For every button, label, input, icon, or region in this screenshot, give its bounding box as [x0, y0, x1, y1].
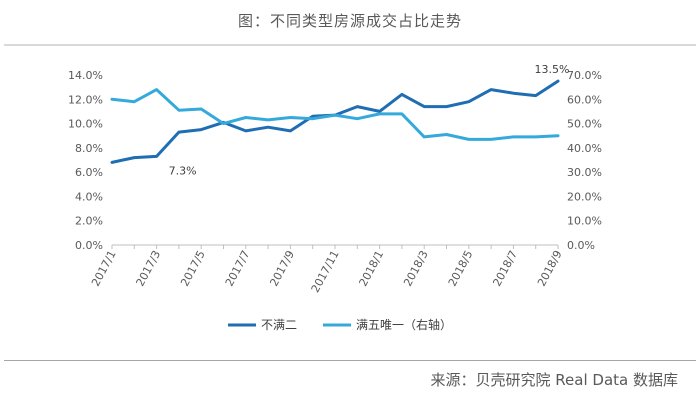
y-left-tick-label: 8.0%	[75, 142, 103, 155]
x-tick-label: 2017/9	[267, 248, 297, 288]
y-right-tick-label: 10.0%	[567, 215, 602, 228]
y-left-tick-label: 12.0%	[68, 93, 103, 106]
x-tick-label: 2018/7	[490, 248, 520, 288]
y-right-tick-label: 20.0%	[567, 190, 602, 203]
y-left-tick-label: 14.0%	[68, 69, 103, 82]
y-right-tick-label: 70.0%	[567, 69, 602, 82]
x-tick-label: 2017/5	[178, 248, 208, 288]
x-tick-label: 2017/3	[134, 248, 164, 288]
y-left-tick-label: 4.0%	[75, 190, 103, 203]
line-chart: 0.0% 2.0% 4.0% 6.0% 8.0% 10.0% 12.0% 14.0% 0.0% 1…	[68, 63, 602, 332]
data-label: 7.3%	[169, 164, 197, 177]
y-left-tick-label: 6.0%	[75, 166, 103, 179]
source-note: 来源：贝壳研究院 Real Data 数据库	[430, 371, 678, 389]
x-tick-label: 2017/7	[223, 248, 253, 288]
x-tick-label: 2018/5	[446, 248, 476, 288]
source-divider	[4, 360, 696, 361]
legend-label-2: 满五唯一（右轴）	[356, 317, 452, 332]
y-right-tick-label: 60.0%	[567, 93, 602, 106]
y-left-tick-label: 2.0%	[75, 215, 103, 228]
title-divider	[4, 44, 696, 46]
y-left-tick-label: 0.0%	[75, 239, 103, 252]
chart-title: 图：不同类型房源成交占比走势	[237, 12, 462, 30]
y-left-tick-label: 10.0%	[68, 118, 103, 131]
x-tick-label: 2018/3	[401, 248, 431, 288]
series-line-1	[110, 79, 560, 164]
x-tick-label: 2018/9	[535, 248, 565, 288]
y-right-tick-label: 40.0%	[567, 142, 602, 155]
data-label: 13.5%	[535, 63, 570, 76]
x-tick-label: 2017/1	[89, 248, 119, 288]
x-tick-label: 2017/11	[309, 248, 342, 294]
series-line-2	[110, 88, 560, 141]
y-right-tick-label: 50.0%	[567, 118, 602, 131]
x-tick-label: 2018/1	[357, 248, 387, 288]
legend-label-1: 不满二	[261, 318, 297, 332]
y-right-tick-label: 0.0%	[567, 239, 595, 252]
y-right-tick-label: 30.0%	[567, 166, 602, 179]
